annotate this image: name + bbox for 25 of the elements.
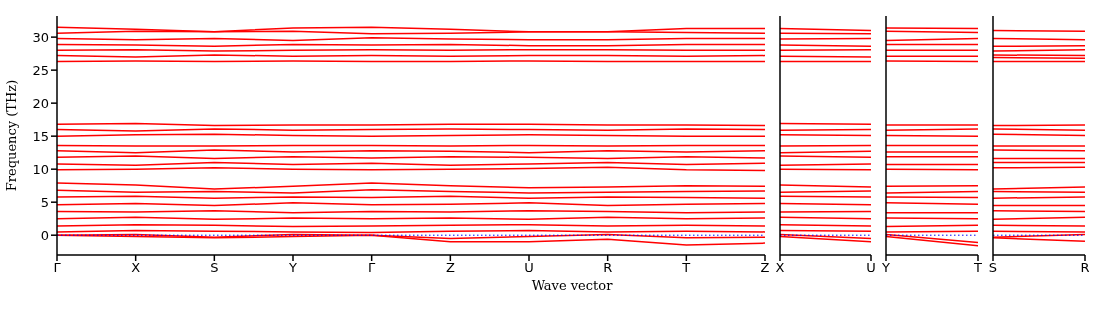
x-tick-label: Y xyxy=(288,260,298,276)
y-tick-label: 10 xyxy=(32,161,49,177)
x-tick-label: T xyxy=(973,260,983,276)
y-tick-label: 5 xyxy=(40,194,49,210)
x-tick-label: R xyxy=(1080,260,1090,276)
x-tick-label: Y xyxy=(881,260,891,276)
y-tick-label: 20 xyxy=(32,95,49,111)
x-tick-label: R xyxy=(603,260,613,276)
x-tick-label: X xyxy=(775,260,785,276)
y-axis-title: Frequency (THz) xyxy=(4,79,19,192)
y-tick-label: 30 xyxy=(32,29,49,45)
y-tick-label: 15 xyxy=(32,128,49,144)
x-tick-label: U xyxy=(866,260,876,276)
x-tick-label: U xyxy=(524,260,534,276)
x-tick-label: Γ xyxy=(368,260,377,276)
y-tick-label: 0 xyxy=(40,227,49,243)
y-tick-label: 25 xyxy=(32,62,49,78)
x-tick-label: X xyxy=(131,260,141,276)
x-axis-title: Wave vector xyxy=(530,278,614,293)
x-tick-label: Z xyxy=(760,260,770,276)
x-tick-label: T xyxy=(681,260,691,276)
x-tick-label: S xyxy=(988,260,998,276)
x-tick-label: S xyxy=(210,260,219,276)
x-tick-label: Γ xyxy=(53,260,62,276)
x-tick-label: Z xyxy=(445,260,455,276)
